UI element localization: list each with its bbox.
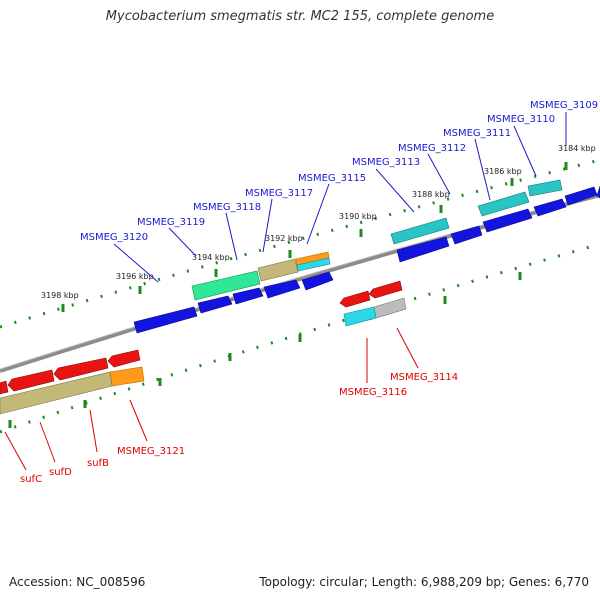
forward-cds-track <box>133 185 600 334</box>
block-olive <box>257 258 299 282</box>
gene-label: MSMEG_3121 <box>117 446 185 457</box>
cds-reverse <box>368 280 403 299</box>
gene-label: MSMEG_3120 <box>80 232 148 243</box>
reverse-block-track <box>0 297 407 415</box>
reverse-major-ticks <box>8 272 522 428</box>
forward-block-track <box>191 179 563 301</box>
gene-label: MSMEG_3114 <box>390 372 458 383</box>
scale-label: 3188 kbp <box>412 190 450 199</box>
block-orange <box>109 366 145 387</box>
block-olive <box>0 371 113 415</box>
scale-label: 3198 kbp <box>41 291 79 300</box>
block-cyan <box>343 306 377 327</box>
cds-reverse <box>0 380 9 395</box>
gene-label: MSMEG_3115 <box>298 173 366 184</box>
gene-label: MSMEG_3111 <box>443 128 511 139</box>
reverse-gene-labels: MSMEG_3114 MSMEG_3116 MSMEG_3121 sufB su… <box>20 372 458 485</box>
gene-label: MSMEG_3118 <box>193 202 261 213</box>
block-teal <box>390 217 450 245</box>
reverse-leader-lines <box>4 327 419 471</box>
gene-label: sufD <box>49 467 72 478</box>
scale-label: 3196 kbp <box>116 272 154 281</box>
gene-label: MSMEG_3112 <box>398 143 466 154</box>
scale-label: 3192 kbp <box>265 234 303 243</box>
gene-label: sufB <box>87 458 109 469</box>
cds-forward <box>396 236 450 263</box>
block-teal <box>477 191 530 217</box>
cds-forward <box>596 185 600 199</box>
cds-forward <box>133 306 198 334</box>
cds-forward <box>533 198 567 217</box>
scale-label: 3194 kbp <box>192 253 230 262</box>
gene-label: sufC <box>20 474 42 485</box>
gene-label: MSMEG_3119 <box>137 217 205 228</box>
scale-label: 3186 kbp <box>484 167 522 176</box>
cds-forward <box>564 186 598 206</box>
gene-label: MSMEG_3116 <box>339 387 407 398</box>
cds-reverse <box>107 349 141 368</box>
block-cyan <box>296 257 331 272</box>
forward-leader-lines <box>113 112 567 283</box>
scale-label: 3190 kbp <box>339 212 377 221</box>
scale-label: 3184 kbp <box>558 144 596 153</box>
gene-label: MSMEG_3110 <box>487 114 555 125</box>
scale-labels: 3184 kbp 3186 kbp 3188 kbp 3190 kbp 3192… <box>41 144 596 300</box>
reverse-cds-track <box>0 280 403 395</box>
cds-forward <box>450 225 483 245</box>
cds-reverse <box>7 369 55 392</box>
cds-forward <box>232 287 264 305</box>
cds-forward <box>263 279 301 299</box>
genome-summary: Topology: circular; Length: 6,988,209 bp… <box>259 575 589 589</box>
forward-gene-labels: MSMEG_3109 MSMEG_3110 MSMEG_3111 MSMEG_3… <box>80 100 598 243</box>
gene-label: MSMEG_3117 <box>245 188 313 199</box>
cds-reverse <box>339 290 371 308</box>
block-green <box>191 270 261 301</box>
cds-reverse <box>53 357 109 381</box>
cds-forward <box>301 271 334 291</box>
forward-major-ticks <box>61 162 568 312</box>
accession-label: Accession: NC_008596 <box>9 575 146 589</box>
block-teal <box>527 179 563 197</box>
gene-label: MSMEG_3113 <box>352 157 420 168</box>
cds-forward <box>482 208 533 233</box>
forward-tick-row <box>0 158 600 329</box>
gene-label: MSMEG_3109 <box>530 100 598 111</box>
map-title: Mycobacterium smegmatis str. MC2 155, co… <box>105 9 495 24</box>
cds-forward <box>197 295 233 314</box>
block-grey <box>373 297 407 319</box>
